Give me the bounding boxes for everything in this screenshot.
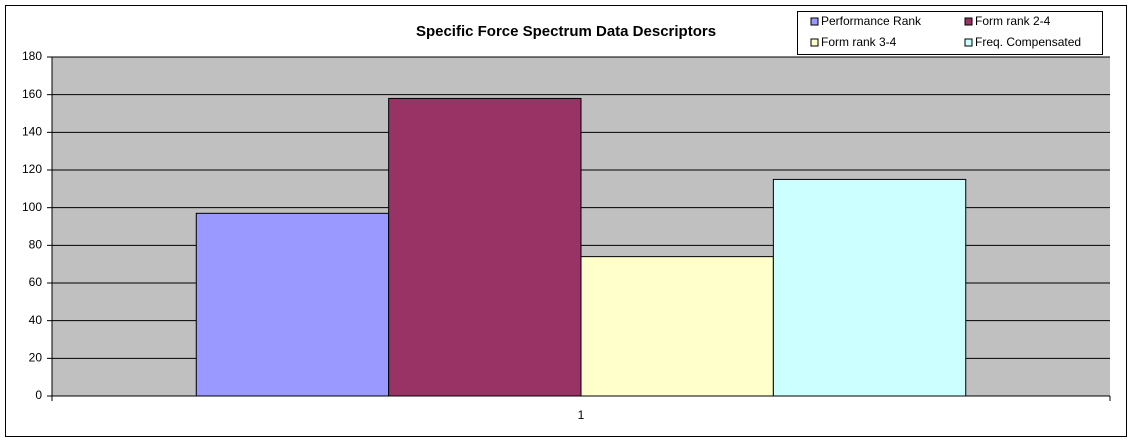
y-tick-label: 20 bbox=[29, 351, 43, 365]
chart-title: Specific Force Spectrum Data Descriptors bbox=[416, 23, 716, 40]
legend-box bbox=[797, 11, 1103, 55]
y-tick-label: 120 bbox=[22, 162, 42, 176]
y-tick-label: 140 bbox=[22, 125, 42, 139]
y-tick-label: 60 bbox=[29, 275, 43, 289]
legend-label: Freq. Compensated bbox=[975, 35, 1081, 49]
y-tick-label: 40 bbox=[29, 313, 43, 327]
bar bbox=[388, 97, 582, 397]
legend-label: Form rank 2-4 bbox=[975, 14, 1051, 28]
bar bbox=[580, 256, 774, 397]
y-tick-label: 0 bbox=[35, 388, 42, 402]
legend-label: Performance Rank bbox=[821, 14, 922, 28]
bar bbox=[772, 178, 967, 397]
bar bbox=[195, 212, 390, 397]
legend-swatch bbox=[810, 38, 819, 47]
y-tick-label: 160 bbox=[22, 87, 42, 101]
legend-swatch bbox=[964, 17, 973, 26]
y-tick-label: 80 bbox=[29, 238, 43, 252]
x-tick-label: 1 bbox=[578, 408, 585, 422]
legend-label: Form rank 3-4 bbox=[821, 35, 897, 49]
legend-swatch bbox=[810, 17, 819, 26]
legend-swatch bbox=[964, 38, 973, 47]
y-tick-label: 100 bbox=[22, 200, 42, 214]
y-tick-label: 180 bbox=[22, 49, 42, 63]
